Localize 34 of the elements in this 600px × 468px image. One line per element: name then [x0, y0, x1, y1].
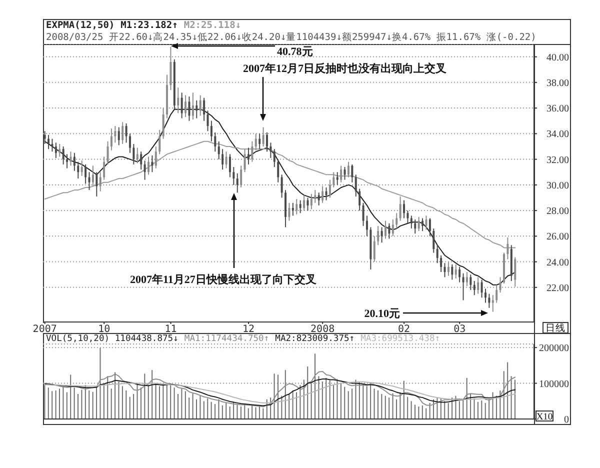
y-tick-label: 28.00	[546, 206, 569, 218]
text: MA2:823009.375↑	[275, 334, 355, 344]
y-tick-label: 22.00	[546, 282, 569, 294]
x-tick-label: 10	[98, 324, 110, 335]
x-tick-label: 02	[398, 324, 410, 335]
x-tick-label: 03	[454, 324, 466, 335]
y-tick-label: 34.00	[546, 129, 569, 140]
text: MA3:699513.438↑	[360, 334, 440, 344]
y-tick-label: 0	[564, 414, 569, 426]
y-tick-label: 26.00	[546, 232, 569, 243]
x-tick-label: 11	[164, 324, 177, 335]
text: M2:25.118↓	[184, 20, 242, 31]
chart-title: VOL(5,10,20) 1104438.875↓	[46, 334, 178, 344]
chart-subtitle: 2008/03/25 开22.60↓高24.35↓低22.06↓收24.20↓量1104439↓额259947↓换4.67% 振11.67% 涨(-0.22)	[46, 32, 536, 42]
annotation: 20.10元	[364, 308, 400, 320]
y-tick-label: 36.00	[546, 104, 569, 115]
y-tick-label: 200000	[539, 343, 569, 354]
y-tick-label: 32.00	[546, 154, 569, 166]
chart-title: EXPMA(12,50)	[46, 20, 115, 31]
text: MA1:1174434.750↑	[184, 334, 270, 344]
y-tick-label: 38.00	[546, 78, 569, 89]
y-tick-label: 24.00	[546, 257, 569, 268]
text: X10	[536, 412, 553, 422]
annotation: 2007年11月27日快慢线出现了向下交叉	[130, 273, 316, 286]
x-tick-label: 2007	[32, 324, 57, 335]
x-tick-label: 12	[242, 324, 255, 335]
y-tick-label: 100000	[539, 378, 569, 390]
y-tick-label: 30.00	[546, 180, 569, 192]
text: M1:23.182↑	[120, 20, 178, 31]
annotation: 2007年12月7日反抽时也没有出现向上交叉	[243, 62, 446, 75]
annotation: 40.78元	[277, 46, 313, 58]
text: 日线	[546, 322, 566, 334]
x-tick-label: 2008	[310, 324, 335, 335]
y-tick-label: 40.00	[546, 52, 569, 64]
